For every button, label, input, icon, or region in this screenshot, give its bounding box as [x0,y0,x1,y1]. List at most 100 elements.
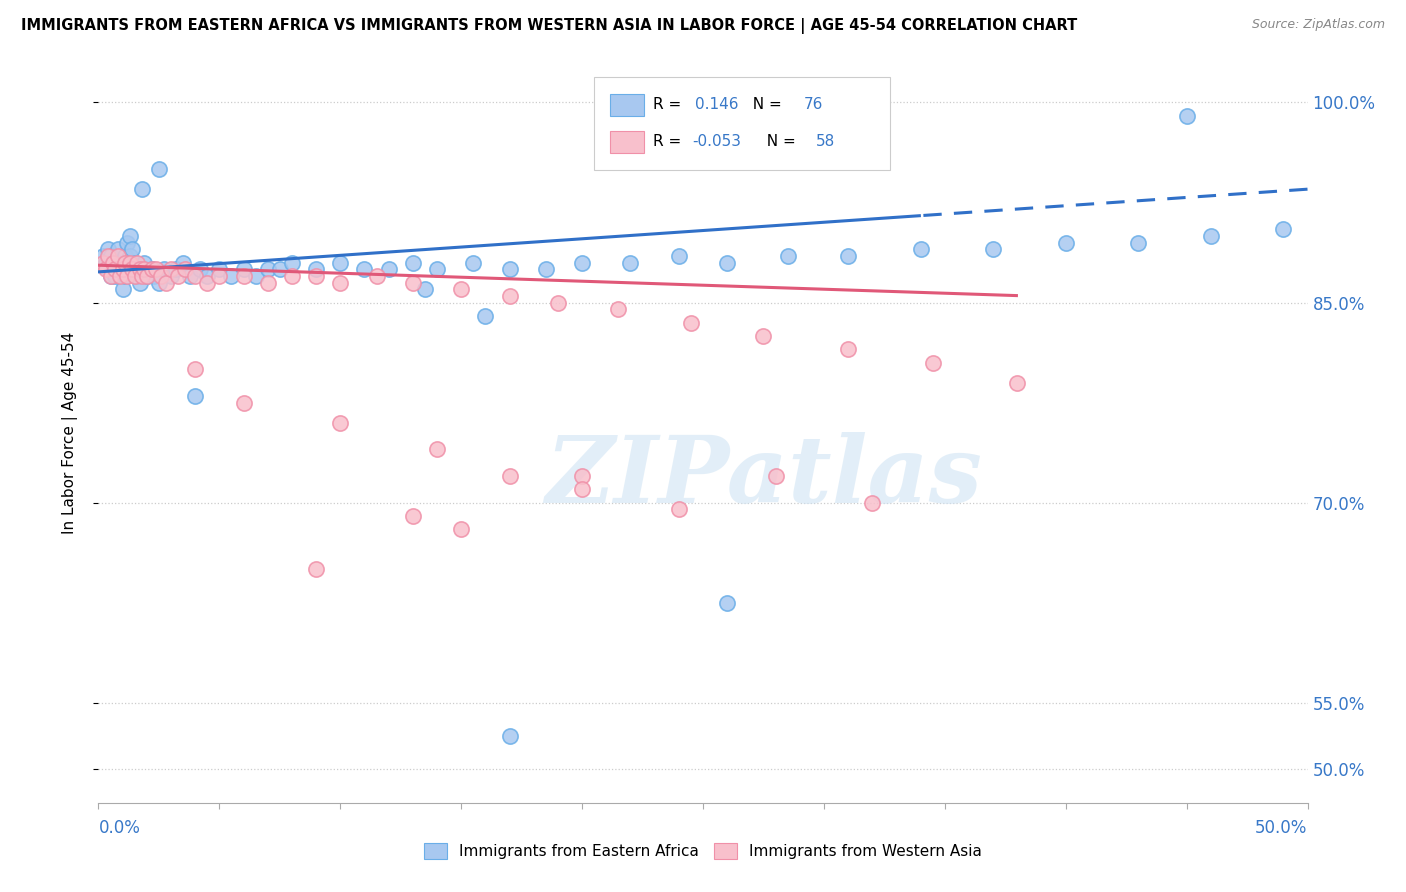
Point [127,255,149,269]
Point [117,268,139,283]
Point [1128,235,1150,250]
Point [148,276,170,290]
Point [114,249,136,263]
Point [117,235,139,250]
Point [450,522,472,536]
Point [305,562,328,576]
Point [101,255,124,269]
Point [111,282,134,296]
Text: 0.0%: 0.0% [98,819,141,837]
Point [837,249,859,263]
Text: N =: N = [758,134,801,149]
Point [498,262,520,277]
Text: 50.0%: 50.0% [1256,819,1308,837]
Point [232,395,254,409]
Point [607,302,630,317]
Point [111,262,134,277]
Point [97,249,120,263]
Point [114,255,136,269]
Point [97,242,120,256]
Point [1054,235,1077,250]
Point [100,268,122,283]
Point [426,262,449,277]
Point [135,268,157,283]
Point [619,255,641,269]
Point [305,268,328,283]
Point [121,242,143,256]
Point [131,268,153,283]
Point [353,262,375,277]
Point [94,255,117,269]
Point [124,255,146,269]
Point [269,262,291,277]
Point [256,276,278,290]
Point [111,262,134,277]
Point [101,255,124,269]
Point [195,276,218,290]
Point [160,262,183,277]
Point [679,316,702,330]
Point [172,255,194,269]
Y-axis label: In Labor Force | Age 45-54: In Labor Force | Age 45-54 [62,332,77,533]
Point [305,262,328,277]
Point [547,295,569,310]
Point [221,268,243,283]
Point [256,262,278,277]
Point [114,268,136,283]
Point [184,362,207,376]
Point [1199,228,1222,243]
Point [100,268,122,283]
Point [776,249,799,263]
Point [245,268,267,283]
Point [107,262,129,277]
Point [134,262,156,277]
Text: Source: ZipAtlas.com: Source: ZipAtlas.com [1251,18,1385,31]
Point [571,255,593,269]
Point [366,268,388,283]
Point [232,262,254,277]
Point [117,262,139,277]
Point [668,249,690,263]
Point [498,289,520,303]
Point [143,268,166,283]
Text: 58: 58 [815,134,835,149]
Point [752,329,775,343]
Point [141,262,163,277]
Point [128,276,150,290]
Point [571,469,593,483]
Point [668,502,690,516]
Point [121,262,143,277]
Point [108,268,131,283]
Point [101,262,124,277]
Point [141,262,163,277]
Point [104,268,127,283]
Point [108,255,131,269]
Point [329,276,352,290]
Point [534,262,557,277]
Bar [610,130,644,153]
Point [118,228,141,243]
Point [837,343,859,357]
Point [402,276,425,290]
Point [167,268,190,283]
Point [107,249,129,263]
Point [426,442,449,457]
Point [152,262,174,277]
Point [377,262,399,277]
Point [128,262,150,277]
Text: N =: N = [742,97,786,112]
Point [402,508,425,523]
Point [571,483,593,497]
Point [100,249,122,263]
Legend: Immigrants from Eastern Africa, Immigrants from Western Asia: Immigrants from Eastern Africa, Immigran… [418,838,988,865]
Point [150,268,173,283]
Point [981,242,1004,256]
Point [184,268,207,283]
Point [104,255,127,269]
Point [329,255,352,269]
Point [155,276,177,290]
Text: ZIPatlas: ZIPatlas [546,432,981,522]
Point [135,268,157,283]
Point [118,255,141,269]
Point [329,416,352,430]
